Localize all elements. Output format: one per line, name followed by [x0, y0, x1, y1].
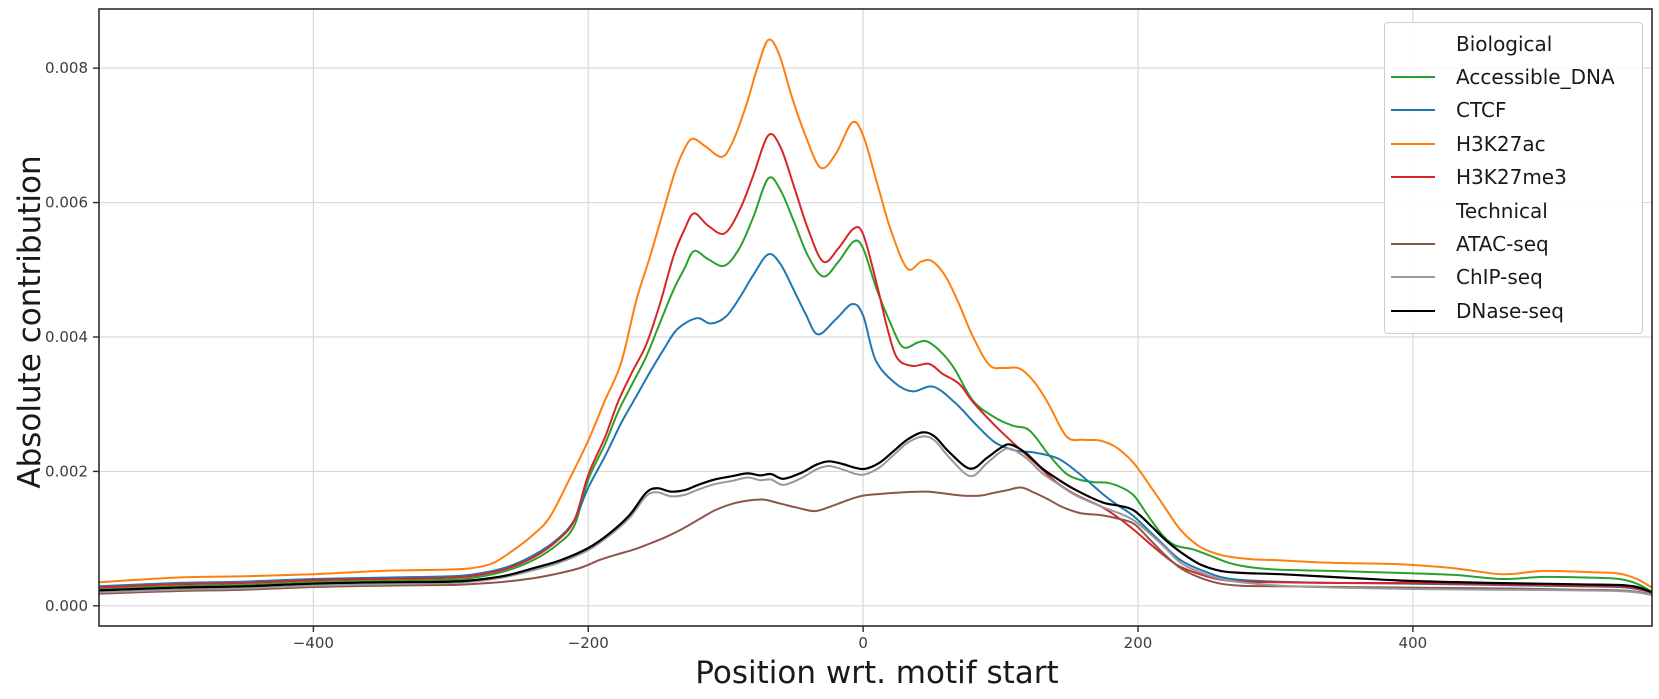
axes-spines [98, 8, 1653, 627]
legend-box: Biological Accessible_DNA CTCF H3K27ac H3K27… [1384, 22, 1643, 334]
legend-line-swatch [1391, 309, 1435, 312]
series-line-ChIP-seq [99, 435, 1652, 597]
legend-label: ChIP-seq [1456, 265, 1543, 290]
legend-label: DNase-seq [1456, 298, 1564, 323]
legend-line-swatch [1391, 176, 1435, 179]
x-axis-title: Position wrt. motif start [695, 655, 1059, 691]
series-line-DNase-seq [99, 431, 1652, 594]
legend-label: H3K27me3 [1456, 165, 1567, 190]
legend-label: Biological [1456, 31, 1553, 56]
tick-layer: −400 −200 0 200 400 0.000 0.002 0.004 0.006 0.008 [45, 59, 1427, 652]
legend-label: CTCF [1456, 98, 1507, 123]
legend-line-swatch [1391, 142, 1435, 145]
x-tick-label: 0 [858, 634, 868, 652]
legend-item-CTCF: CTCF [1385, 94, 1642, 127]
legend-item-DNase-seq: DNase-seq [1385, 294, 1642, 327]
series-line-H3K27me3 [99, 133, 1652, 594]
x-tick-label: −400 [293, 634, 334, 652]
legend-item-H3K27me3: H3K27me3 [1385, 161, 1642, 194]
legend-item-ATAC-seq: ATAC-seq [1385, 227, 1642, 260]
plot-border [98, 8, 1653, 627]
legend-label: Accessible_DNA [1456, 65, 1615, 90]
y-tick-label: 0.000 [45, 597, 88, 615]
legend-line-swatch [1391, 109, 1435, 112]
legend-group-header-Technical: Technical [1385, 194, 1642, 227]
y-tick-label: 0.004 [45, 328, 88, 346]
legend-item-Accessible_DNA: Accessible_DNA [1385, 60, 1642, 93]
series-layer [99, 38, 1652, 597]
legend-label: ATAC-seq [1456, 232, 1549, 257]
legend-line-swatch [1391, 243, 1435, 246]
x-tick-label: 200 [1124, 634, 1153, 652]
legend-label: Technical [1456, 198, 1548, 223]
series-line-Accessible_DNA [99, 176, 1652, 593]
y-tick-label: 0.006 [45, 194, 88, 212]
legend-swatch-placeholder [1391, 43, 1435, 45]
series-line-H3K27ac [99, 38, 1652, 589]
legend-label: H3K27ac [1456, 131, 1546, 156]
series-line-ATAC-seq [99, 486, 1652, 596]
legend-item-H3K27ac: H3K27ac [1385, 127, 1642, 160]
legend-group-header-Biological: Biological [1385, 27, 1642, 60]
legend-swatch-placeholder [1391, 210, 1435, 212]
legend-line-swatch [1391, 76, 1435, 79]
legend-line-swatch [1391, 276, 1435, 279]
x-tick-label: 400 [1399, 634, 1428, 652]
y-tick-label: 0.002 [45, 462, 88, 480]
x-tick-label: −200 [568, 634, 609, 652]
series-line-CTCF [99, 252, 1652, 594]
y-axis-title: Absolute contribution [12, 155, 48, 489]
legend-item-ChIP-seq: ChIP-seq [1385, 261, 1642, 294]
y-tick-label: 0.008 [45, 59, 88, 77]
